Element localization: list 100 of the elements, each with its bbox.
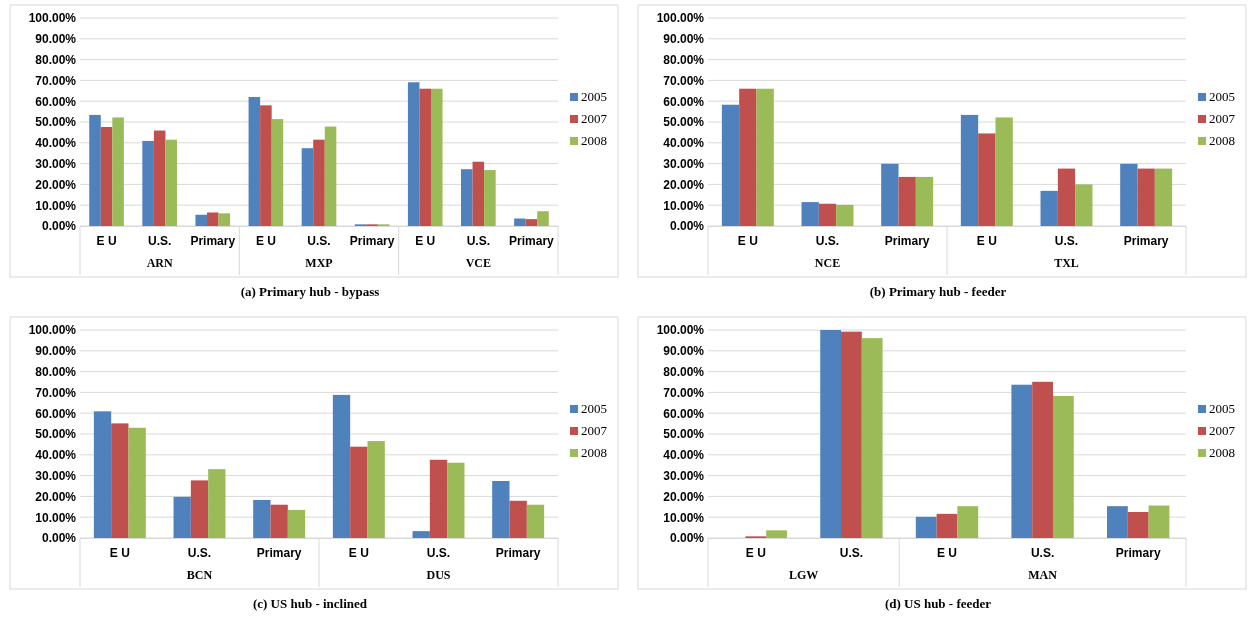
text: (c) US hub - inclined	[252, 596, 368, 611]
y-tick-label: 10.00%	[663, 198, 705, 213]
bar	[978, 133, 996, 226]
y-tick-label: 90.00%	[35, 32, 77, 47]
y-tick-label: 70.00%	[35, 385, 77, 400]
bar	[766, 530, 787, 538]
text: VCE	[465, 256, 492, 270]
bar	[1011, 384, 1033, 538]
bar	[1057, 168, 1076, 226]
y-tick-label: 70.00%	[663, 385, 705, 400]
bar	[412, 531, 430, 538]
y-tick-label: 60.00%	[35, 94, 77, 109]
bar	[447, 462, 465, 538]
y-tick-label: 80.00%	[663, 364, 705, 379]
y-tick-label: 100.00%	[656, 323, 705, 338]
bar	[721, 104, 740, 226]
bar	[739, 88, 757, 226]
bar	[165, 139, 177, 226]
bar	[484, 170, 496, 226]
y-tick-label: 80.00%	[35, 52, 77, 67]
bar	[841, 331, 862, 538]
bar	[100, 126, 113, 226]
bar	[756, 88, 774, 226]
bar	[1127, 512, 1149, 538]
text: NCE	[814, 256, 841, 270]
text: (a) Primary hub - bypass	[240, 284, 380, 299]
bar	[270, 504, 288, 538]
bar	[173, 496, 191, 538]
legend-label: 2008	[581, 445, 607, 460]
x-tick-label: E U	[348, 545, 369, 560]
legend-label: 2007	[581, 111, 608, 126]
bar	[1154, 168, 1173, 226]
y-tick-label: 40.00%	[663, 136, 705, 151]
bar	[112, 117, 124, 226]
bar	[957, 506, 979, 538]
bar	[429, 459, 448, 538]
y-tick-label: 60.00%	[663, 406, 705, 421]
x-tick-label: E U	[936, 545, 958, 560]
bar	[1107, 506, 1128, 538]
y-tick-label: 0.00%	[41, 219, 77, 234]
x-tick-label: U.S.	[839, 545, 864, 560]
x-tick-label: Primary	[349, 233, 395, 248]
text: MAN	[1028, 568, 1058, 582]
bar	[801, 202, 819, 226]
bar	[93, 411, 112, 538]
bar	[820, 330, 842, 538]
bar	[818, 203, 837, 226]
bar	[861, 338, 883, 538]
y-tick-label: 60.00%	[663, 94, 705, 109]
y-tick-label: 100.00%	[656, 11, 705, 26]
y-tick-label: 90.00%	[663, 344, 705, 359]
y-tick-label: 90.00%	[663, 32, 705, 47]
bar	[881, 163, 899, 226]
y-tick-label: 30.00%	[663, 468, 705, 483]
x-tick-label: Primary	[884, 233, 930, 248]
bar	[260, 105, 272, 226]
x-tick-label: U.S.	[1054, 233, 1079, 248]
y-tick-label: 0.00%	[669, 219, 705, 234]
bar	[898, 176, 916, 226]
bar	[1137, 168, 1155, 226]
bar	[514, 218, 526, 226]
bar	[153, 130, 166, 226]
bar	[537, 211, 549, 226]
bar	[350, 446, 368, 538]
y-tick-label: 40.00%	[35, 136, 77, 151]
legend-label: 2005	[1209, 89, 1235, 104]
bar	[313, 139, 325, 226]
x-tick-label: U.S.	[307, 233, 331, 248]
legend-label: 2007	[581, 423, 608, 438]
legend-label: 2005	[581, 401, 607, 416]
y-tick-label: 70.00%	[35, 73, 77, 88]
y-tick-label: 50.00%	[663, 115, 705, 130]
x-tick-label: Primary	[495, 545, 541, 560]
bar	[1052, 395, 1074, 538]
y-tick-label: 60.00%	[35, 406, 77, 421]
bar	[492, 481, 510, 538]
x-tick-label: E U	[745, 545, 766, 560]
bar	[995, 117, 1013, 226]
legend-label: 2007	[1209, 423, 1236, 438]
bar	[218, 213, 231, 226]
y-tick-label: 20.00%	[35, 177, 77, 192]
bar	[461, 169, 473, 226]
y-tick-label: 100.00%	[28, 323, 77, 338]
bar	[472, 161, 485, 226]
y-tick-label: 10.00%	[663, 510, 705, 525]
y-tick-label: 40.00%	[663, 448, 705, 463]
bar	[367, 441, 385, 538]
y-tick-label: 50.00%	[663, 427, 705, 442]
x-tick-label: Primary	[1115, 545, 1161, 560]
y-tick-label: 20.00%	[35, 489, 77, 504]
y-tick-label: 80.00%	[35, 364, 77, 379]
legend-label: 2005	[1209, 401, 1235, 416]
bar	[142, 140, 154, 226]
bar	[1032, 381, 1053, 538]
x-tick-label: U.S.	[147, 233, 172, 248]
y-tick-label: 50.00%	[35, 115, 77, 130]
y-tick-label: 100.00%	[28, 11, 77, 26]
bar	[324, 126, 337, 226]
y-tick-label: 50.00%	[35, 427, 77, 442]
y-tick-label: 10.00%	[35, 198, 77, 213]
